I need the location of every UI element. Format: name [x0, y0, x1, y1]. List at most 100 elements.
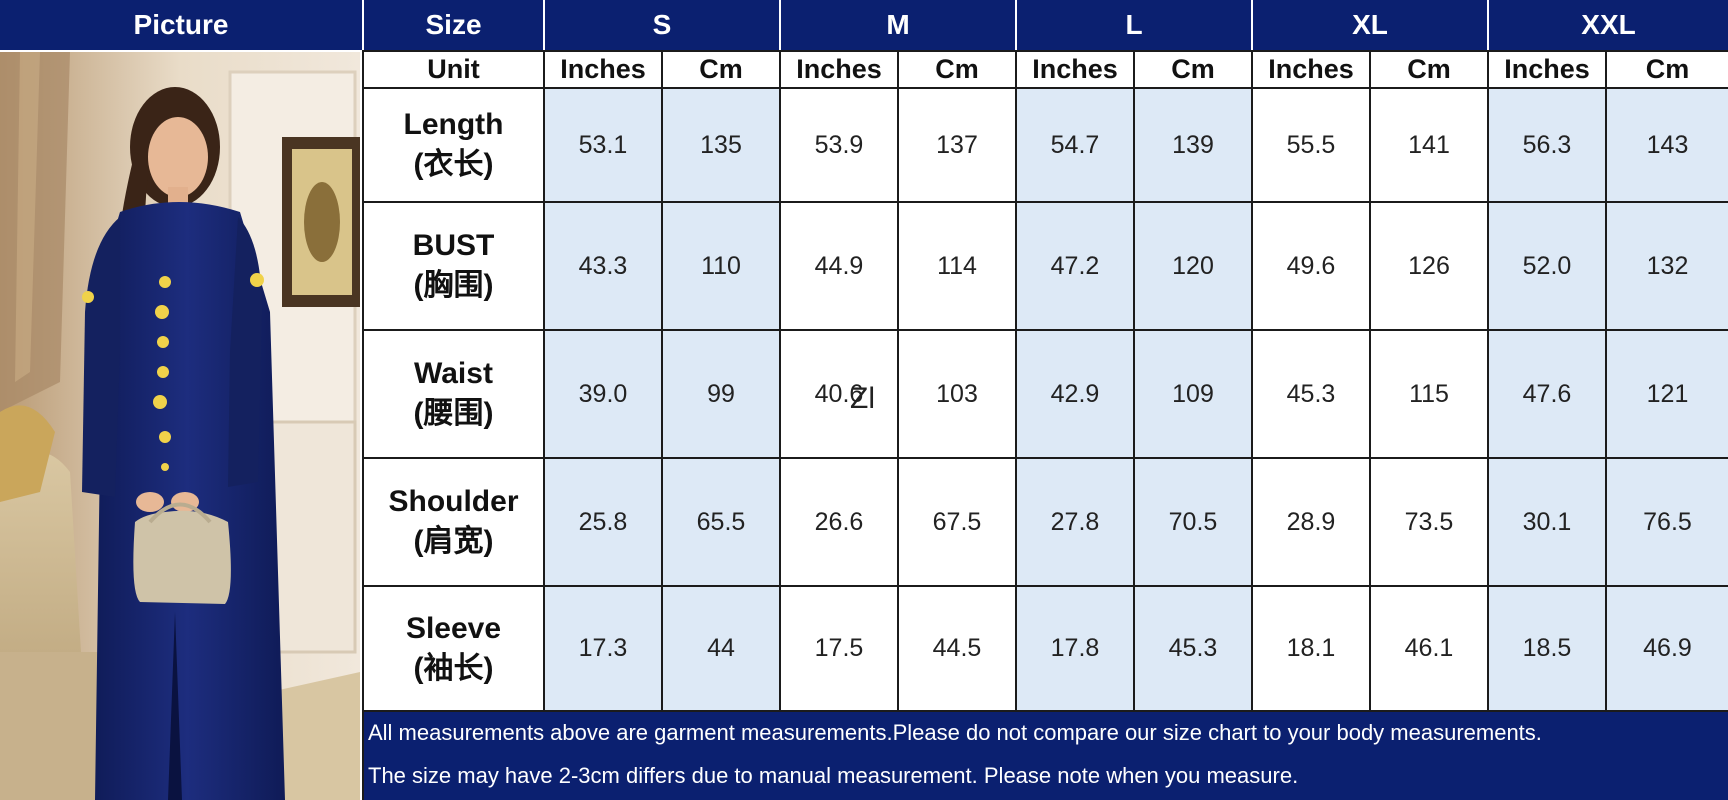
- value-cell: 44.5: [899, 587, 1015, 710]
- header-size-s: S: [545, 0, 779, 50]
- value-cell: 43.3: [545, 203, 661, 329]
- grid-line: [543, 50, 545, 712]
- note-line-1: All measurements above are garment measu…: [368, 720, 1542, 745]
- value-cell: 18.5: [1489, 587, 1605, 710]
- row-label-cn: (肩宽): [413, 525, 494, 558]
- value-cell: 53.1: [545, 89, 661, 201]
- grid-line: [1251, 50, 1253, 712]
- value-cell: 45.3: [1135, 587, 1251, 710]
- value-cell: 46.1: [1371, 587, 1487, 710]
- value-cell: 109: [1135, 331, 1251, 457]
- value-cell: 27.8: [1017, 459, 1133, 585]
- value-cell: 25.8: [545, 459, 661, 585]
- grid-line: [362, 50, 1728, 52]
- value-cell: 126: [1371, 203, 1487, 329]
- row-label-waist: Waist (腰围): [364, 331, 543, 457]
- value-cell: 67.5: [899, 459, 1015, 585]
- value-cell: 54.7: [1017, 89, 1133, 201]
- value-cell: 121: [1607, 331, 1728, 457]
- value-cell: 139: [1135, 89, 1251, 201]
- grid-line: [897, 50, 899, 712]
- value-cell: 70.5: [1135, 459, 1251, 585]
- value-cell: 56.3: [1489, 89, 1605, 201]
- header-size-xl: XL: [1253, 0, 1487, 50]
- unit-inches: Inches: [545, 52, 661, 87]
- unit-cm: Cm: [663, 52, 779, 87]
- header-size-xxl: XXL: [1489, 0, 1728, 50]
- value-cell: 17.3: [545, 587, 661, 710]
- row-label-length: Length (衣长): [364, 89, 543, 201]
- value-cell: 44.9: [781, 203, 897, 329]
- grid-line: [1133, 50, 1135, 712]
- value-cell: 141: [1371, 89, 1487, 201]
- unit-inches: Inches: [781, 52, 897, 87]
- header-divider: [362, 0, 364, 50]
- header-size-m: M: [781, 0, 1015, 50]
- value-cell: 44: [663, 587, 779, 710]
- value-cell: 17.8: [1017, 587, 1133, 710]
- value-cell: 114: [899, 203, 1015, 329]
- row-label-en: Length: [403, 108, 504, 141]
- value-cell: 143: [1607, 89, 1728, 201]
- row-label-sleeve: Sleeve (袖长): [364, 587, 543, 710]
- value-cell: 42.9: [1017, 331, 1133, 457]
- unit-cm: Cm: [899, 52, 1015, 87]
- grid-line: [1487, 50, 1489, 712]
- header-divider: [1015, 0, 1017, 50]
- unit-cm: Cm: [1371, 52, 1487, 87]
- value-cell: 18.1: [1253, 587, 1369, 710]
- value-cell: 76.5: [1607, 459, 1728, 585]
- header-divider: [543, 0, 545, 50]
- row-label-bust: BUST (胸围): [364, 203, 543, 329]
- grid-line: [1015, 50, 1017, 712]
- grid-line: [362, 457, 1728, 459]
- row-label-en: BUST: [412, 229, 495, 262]
- grid-line: [779, 50, 781, 712]
- value-cell: 47.6: [1489, 331, 1605, 457]
- grid-line: [362, 329, 1728, 331]
- watermark-text: Zl: [850, 382, 875, 415]
- value-cell: 132: [1607, 203, 1728, 329]
- value-cell: 53.9: [781, 89, 897, 201]
- unit-cm: Cm: [1607, 52, 1728, 87]
- unit-inches: Inches: [1489, 52, 1605, 87]
- value-cell: 28.9: [1253, 459, 1369, 585]
- header-divider: [779, 0, 781, 50]
- note-line-2: The size may have 2-3cm differs due to m…: [368, 763, 1299, 788]
- value-cell: 99: [663, 331, 779, 457]
- row-label-en: Shoulder: [388, 485, 519, 518]
- value-cell: 47.2: [1017, 203, 1133, 329]
- value-cell: 110: [663, 203, 779, 329]
- row-label-en: Waist: [414, 357, 493, 390]
- unit-inches: Inches: [1253, 52, 1369, 87]
- unit-cm: Cm: [1135, 52, 1251, 87]
- grid-line: [362, 585, 1728, 587]
- header-picture: Picture: [0, 0, 362, 50]
- value-cell: 135: [663, 89, 779, 201]
- value-cell: 120: [1135, 203, 1251, 329]
- value-cell: 65.5: [663, 459, 779, 585]
- header-size: Size: [364, 0, 543, 50]
- row-label-cn: (衣长): [413, 148, 494, 181]
- value-cell: 49.6: [1253, 203, 1369, 329]
- grid-line: [362, 710, 1728, 712]
- value-cell: 30.1: [1489, 459, 1605, 585]
- value-cell: 73.5: [1371, 459, 1487, 585]
- grid-line: [661, 50, 663, 712]
- grid-line: [1605, 50, 1607, 712]
- model-photo-illustration: [0, 52, 360, 800]
- value-cell: 39.0: [545, 331, 661, 457]
- model-photo: [0, 52, 360, 800]
- value-cell: 40.6: [781, 331, 897, 457]
- value-cell: 137: [899, 89, 1015, 201]
- grid-line: [362, 87, 1728, 89]
- value-cell: 55.5: [1253, 89, 1369, 201]
- unit-label: Unit: [364, 52, 543, 87]
- grid-line: [1369, 50, 1371, 712]
- value-cell: 46.9: [1607, 587, 1728, 710]
- header-divider: [1487, 0, 1489, 50]
- row-label-shoulder: Shoulder (肩宽): [364, 459, 543, 585]
- notes-banner: [364, 712, 1728, 800]
- row-label-cn: (胸围): [413, 269, 494, 302]
- value-cell: 103: [899, 331, 1015, 457]
